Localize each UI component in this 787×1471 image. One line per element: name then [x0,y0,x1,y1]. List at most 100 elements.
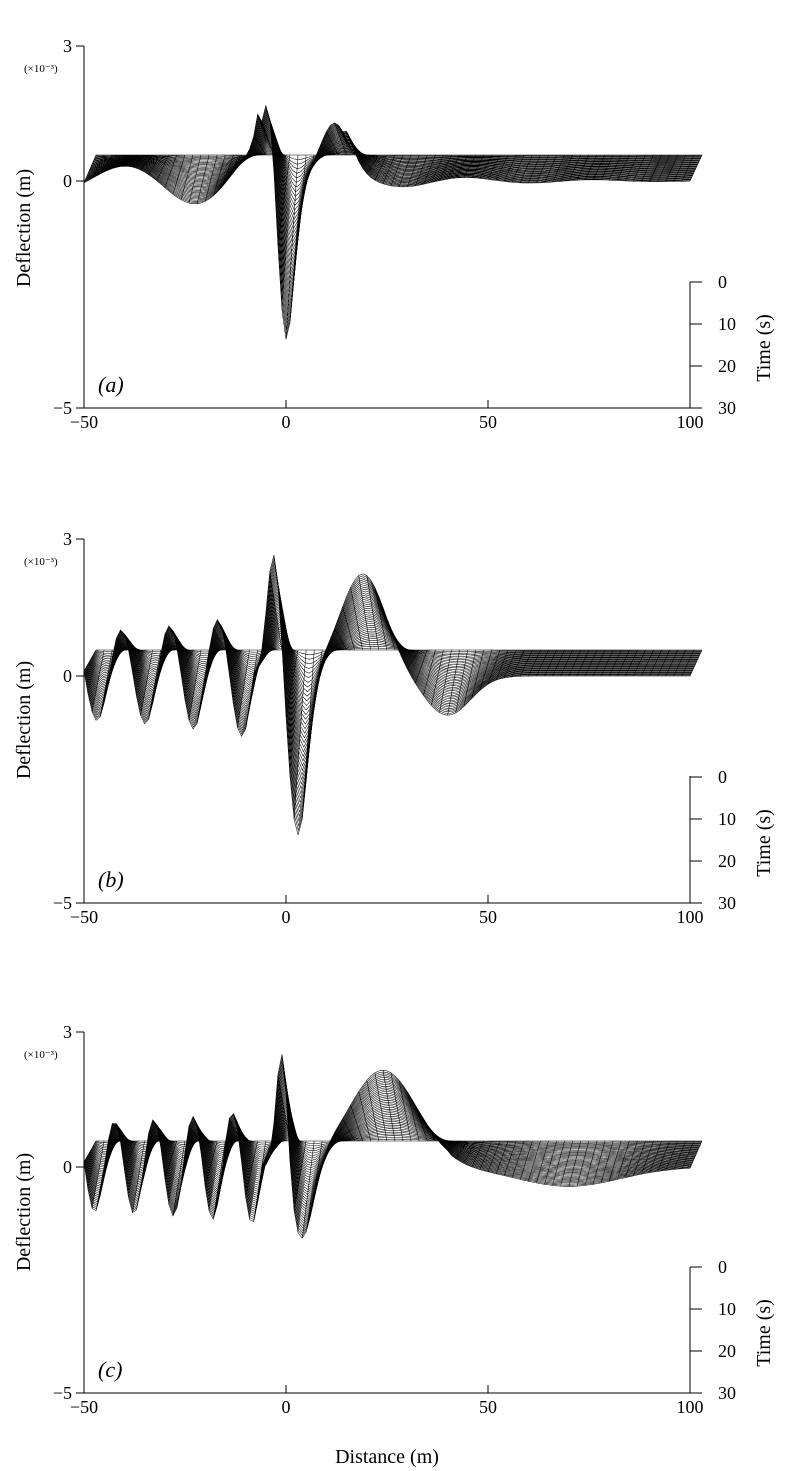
mesh-distance-line [204,1140,218,1187]
mesh-time-line [93,146,700,188]
mesh-time-line [87,582,694,781]
mesh-distance-line [633,154,646,182]
mesh-time-line [94,147,701,183]
mesh-distance-line [689,1140,703,1169]
mesh-distance-line [673,154,687,182]
mesh-distance-line [633,649,646,677]
mesh-distance-line [689,649,703,677]
mesh-distance-line [318,1140,331,1180]
x-tick-label: 100 [677,1397,704,1417]
mesh-distance-line [681,154,695,182]
mesh-distance-line [204,649,218,678]
mesh-time-line [86,117,694,294]
mesh-time-line [86,573,693,799]
time-axis-label-c: Time (s) [753,1299,775,1367]
mesh-distance-line [140,1140,153,1190]
mesh-distance-line [91,1140,105,1209]
mesh-distance-line [342,606,355,651]
time-tick-label: 30 [718,893,736,913]
mesh-distance-line [584,154,598,181]
mesh-time-line [90,132,697,239]
mesh-distance-line [277,154,291,245]
mesh-time-line [89,1094,696,1193]
mesh-time-line [92,138,699,216]
y-multiplier-b: (×10⁻³) [24,556,58,568]
mesh-distance-line [245,154,258,157]
mesh-distance-line [455,649,468,713]
mesh-distance-line [237,649,250,728]
mesh-time-line [83,555,690,835]
mesh-time-line [89,125,696,262]
mesh-distance-line [439,154,452,181]
mesh-distance-line [584,649,598,677]
time-axis-label-a: Time (s) [753,314,775,382]
mesh-time-line [89,128,696,253]
mesh-time-line [90,133,697,234]
surface-mesh-a [83,104,703,340]
mesh-distance-line [374,587,388,651]
mesh-time-line [95,151,702,170]
mesh-distance-line [390,1072,404,1142]
mesh-distance-line [544,1140,557,1185]
mesh-time-line [84,564,692,818]
mesh-distance-line [116,1123,129,1142]
mesh-time-line [93,144,700,193]
mesh-time-line [92,142,699,202]
mesh-distance-line [350,587,363,651]
mesh-distance-line [91,154,105,179]
mesh-distance-line [536,649,549,677]
x-tick-labels-c: −50 0 50 100 [70,1385,704,1417]
mesh-distance-line [552,154,565,183]
mesh-distance-line [592,154,606,180]
mesh-distance-line [415,154,428,186]
mesh-distance-line [253,649,266,675]
mesh-distance-line [301,1140,315,1239]
mesh-distance-line [681,1140,695,1169]
mesh-distance-line [625,154,638,182]
mesh-distance-line [358,1091,371,1142]
mesh-distance-line [649,1140,662,1173]
time-tick-label: 10 [718,314,736,334]
mesh-distance-line [318,150,331,156]
mesh-distance-line [617,1140,630,1180]
mesh-distance-line [657,154,670,182]
mesh-distance-line [495,154,509,181]
mesh-time-line [85,569,692,809]
mesh-distance-line [479,1140,493,1170]
mesh-distance-line [285,154,299,340]
y-tick-label: 3 [63,36,72,56]
mesh-distance-line [673,649,687,677]
mesh-distance-line [196,649,210,724]
mesh-distance-line [229,1118,242,1142]
mesh-distance-line [455,1140,468,1159]
mesh-distance-line [374,154,388,181]
mesh-distance-line [334,1132,347,1142]
mesh-distance-line [471,1140,485,1168]
mesh-distance-line [172,630,186,651]
mesh-time-line [89,127,696,258]
mesh-distance-line [382,1070,396,1142]
time-tick-label: 30 [718,1383,736,1403]
mesh-distance-line [568,154,582,181]
mesh-distance-line [625,1140,638,1178]
mesh-time-line [93,143,700,197]
mesh-distance-line [253,1140,266,1222]
mesh-distance-line [148,154,161,175]
mesh-distance-line [326,1140,339,1151]
mesh-distance-line [528,1140,541,1182]
mesh-distance-line [439,1140,452,1143]
x-tick-label: 50 [479,1397,497,1417]
mesh-distance-line [334,122,347,156]
y-tick-label: 0 [63,1157,72,1177]
mesh-distance-line [237,1130,250,1142]
mesh-time-line [88,589,695,767]
mesh-time-line [83,104,691,340]
mesh-time-line [95,153,702,160]
mesh-time-line [88,124,695,267]
mesh-time-line [84,557,691,832]
mesh-distance-line [681,649,695,677]
mesh-distance-line [552,1140,565,1186]
mesh-distance-line [576,154,590,181]
mesh-time-line [90,131,697,244]
